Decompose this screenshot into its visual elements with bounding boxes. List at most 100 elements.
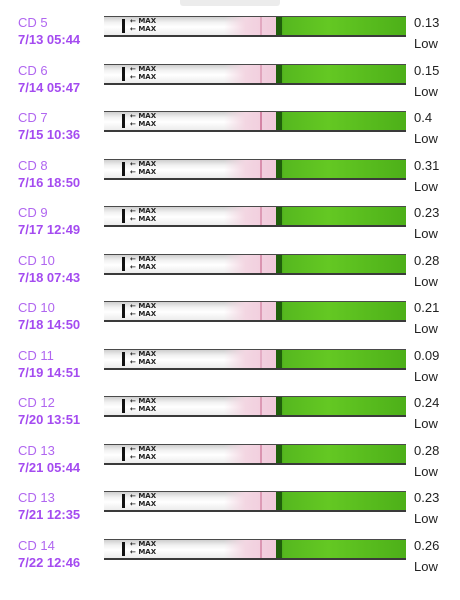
left-arrow-icon: ←: [130, 310, 136, 318]
reading-row[interactable]: CD 6 7/14 05:47 ← MAX ← MAX 0.15 Low: [0, 62, 460, 108]
left-arrow-icon: ←: [130, 159, 136, 168]
reading-row[interactable]: CD 7 7/15 10:36 ← MAX ← MAX 0.4 Low: [0, 109, 460, 155]
date-time-label: 7/22 12:46: [18, 554, 81, 570]
test-strip-photo[interactable]: ← MAX ← MAX: [104, 63, 406, 85]
reading-row[interactable]: CD 14 7/22 12:46 ← MAX ← MAX 0.26 Low: [0, 537, 460, 583]
test-strip-photo[interactable]: ← MAX ← MAX: [104, 348, 406, 370]
test-strip-photo[interactable]: ← MAX ← MAX: [104, 538, 406, 560]
max-label: MAX: [138, 357, 157, 366]
strip-end-bar: [122, 209, 125, 223]
test-strip-photo[interactable]: ← MAX ← MAX: [104, 396, 406, 417]
test-strip-photo[interactable]: ← MAX ← MAX: [104, 158, 406, 180]
left-arrow-icon: ←: [130, 500, 136, 508]
left-arrow-icon: ←: [130, 539, 136, 548]
date-time-label: 7/15 10:36: [18, 127, 81, 142]
cycle-day-label: CD 6: [18, 62, 48, 78]
test-strip-photo[interactable]: ← MAX ← MAX: [104, 301, 406, 322]
reading-row[interactable]: CD 10 7/18 07:43 ← MAX ← MAX 0.28 Low: [0, 252, 460, 298]
max-label: MAX: [138, 500, 157, 508]
max-label: MAX: [138, 539, 157, 548]
reading-row[interactable]: CD 12 7/20 13:51 ← MAX ← MAX 0.24 Low: [0, 394, 460, 440]
max-arrows: ← MAX ← MAX: [130, 17, 156, 33]
test-strip-photo[interactable]: ← MAX ← MAX: [104, 443, 406, 465]
level-label: Low: [414, 416, 438, 431]
strip-end-bar: [122, 114, 125, 128]
cycle-day-label: CD 10: [18, 252, 55, 268]
test-strip-photo[interactable]: ← MAX ← MAX: [104, 111, 406, 132]
strip-handle: [276, 444, 406, 463]
reading-row[interactable]: CD 13 7/21 12:35 ← MAX ← MAX 0.23 Low: [0, 489, 460, 535]
strip-end-bar: [122, 304, 125, 318]
cycle-day-label: CD 13: [18, 442, 55, 458]
left-arrow-icon: ←: [130, 444, 136, 453]
max-arrows: ← MAX ← MAX: [130, 445, 156, 461]
reading-row[interactable]: CD 11 7/19 14:51 ← MAX ← MAX 0.09 Low: [0, 347, 460, 393]
test-strip-photo[interactable]: ← MAX ← MAX: [104, 206, 406, 227]
strip-handle: [276, 397, 406, 415]
max-arrows: ← MAX ← MAX: [130, 350, 156, 366]
date-time-label: 7/18 07:43: [18, 269, 81, 285]
cycle-day-label: CD 10: [18, 300, 55, 315]
left-arrow-icon: ←: [130, 112, 136, 120]
left-arrow-icon: ←: [130, 207, 136, 215]
max-arrows: ← MAX ← MAX: [130, 207, 156, 223]
max-label: MAX: [138, 207, 157, 215]
max-label: MAX: [138, 112, 157, 120]
max-arrows: ← MAX ← MAX: [130, 397, 156, 413]
test-strip-photo[interactable]: ← MAX ← MAX: [104, 16, 406, 37]
left-arrow-icon: ←: [130, 167, 136, 176]
cycle-day-label: CD 5: [18, 15, 48, 30]
strip-handle: [276, 492, 406, 510]
max-arrows: ← MAX ← MAX: [130, 65, 156, 81]
result-window: [224, 159, 278, 178]
max-label: MAX: [138, 310, 157, 318]
strip-handle: [276, 159, 406, 178]
max-arrows: ← MAX ← MAX: [130, 112, 156, 128]
max-arrows: ← MAX ← MAX: [130, 540, 156, 556]
date-time-label: 7/13 05:44: [18, 32, 81, 47]
result-window: [224, 444, 278, 463]
left-arrow-icon: ←: [130, 492, 136, 500]
max-label: MAX: [138, 397, 157, 405]
test-line: [260, 349, 262, 368]
left-arrow-icon: ←: [130, 357, 136, 366]
max-label: MAX: [138, 17, 157, 25]
result-window: [224, 17, 278, 35]
cycle-day-label: CD 7: [18, 110, 48, 125]
max-label: MAX: [138, 64, 157, 73]
test-line: [260, 302, 262, 320]
strip-handle: [276, 539, 406, 558]
max-label: MAX: [138, 405, 157, 413]
reading-row[interactable]: CD 8 7/16 18:50 ← MAX ← MAX 0.31 Low: [0, 157, 460, 203]
reading-row[interactable]: CD 5 7/13 05:44 ← MAX ← MAX 0.13 Low: [0, 14, 460, 60]
level-label: Low: [414, 178, 438, 194]
test-strip-photo[interactable]: ← MAX ← MAX: [104, 491, 406, 512]
left-arrow-icon: ←: [130, 215, 136, 223]
result-window: [224, 492, 278, 510]
test-strip-photo[interactable]: ← MAX ← MAX: [104, 253, 406, 275]
left-arrow-icon: ←: [130, 262, 136, 271]
cut-off-header: [180, 0, 280, 6]
strip-handle: [276, 64, 406, 83]
max-label: MAX: [138, 444, 157, 453]
left-arrow-icon: ←: [130, 25, 136, 33]
test-line: [260, 112, 262, 130]
left-arrow-icon: ←: [130, 349, 136, 358]
level-label: Low: [414, 273, 438, 289]
result-window: [224, 349, 278, 368]
max-arrows: ← MAX ← MAX: [130, 160, 156, 176]
left-arrow-icon: ←: [130, 120, 136, 128]
max-label: MAX: [138, 159, 157, 168]
level-label: Low: [414, 83, 438, 99]
strip-end-bar: [122, 399, 125, 413]
test-line: [260, 444, 262, 463]
level-label: Low: [414, 321, 438, 336]
cycle-day-label: CD 8: [18, 157, 48, 173]
reading-row[interactable]: CD 13 7/21 05:44 ← MAX ← MAX 0.28 Low: [0, 442, 460, 488]
reading-row[interactable]: CD 10 7/18 14:50 ← MAX ← MAX 0.21 Low: [0, 299, 460, 345]
reading-row[interactable]: CD 9 7/17 12:49 ← MAX ← MAX 0.23 Low: [0, 204, 460, 250]
left-arrow-icon: ←: [130, 64, 136, 73]
max-label: MAX: [138, 492, 157, 500]
test-line: [260, 207, 262, 225]
max-label: MAX: [138, 215, 157, 223]
